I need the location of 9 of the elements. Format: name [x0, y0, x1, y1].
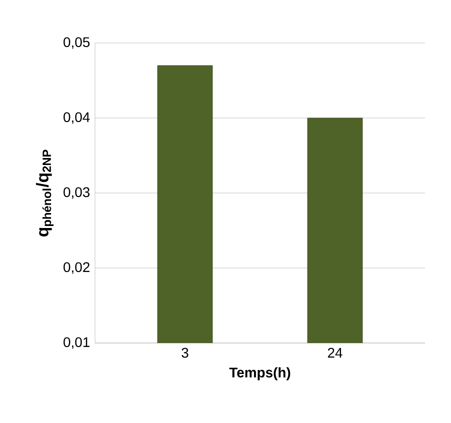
- y-axis-title: q$_{phénol}$/q$_{2NP}$: [36, 150, 54, 236]
- y-tick-label: 0,02: [64, 262, 90, 274]
- y-tick-label: 0,05: [64, 37, 90, 49]
- x-axis-title: Temps(h): [229, 367, 290, 380]
- x-tick-label: 3: [182, 348, 188, 358]
- y-tick-label: 0,03: [64, 187, 90, 199]
- y-tick-label: 0,01: [64, 337, 90, 349]
- x-tick-label: 24: [328, 348, 342, 358]
- y-tick-label: 0,04: [64, 112, 90, 124]
